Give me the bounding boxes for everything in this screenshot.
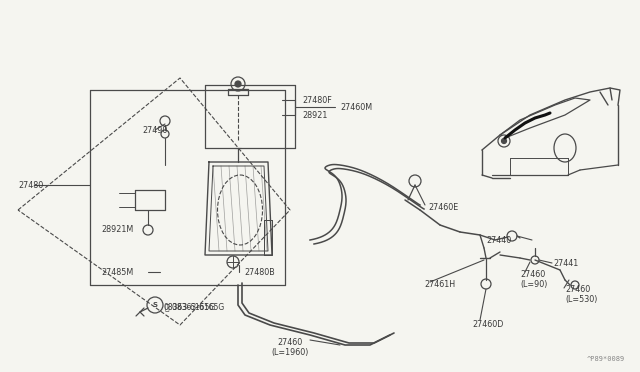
- Circle shape: [235, 81, 241, 87]
- Circle shape: [502, 138, 506, 144]
- Text: 27480F: 27480F: [302, 96, 332, 105]
- Text: 27460
(L=530): 27460 (L=530): [565, 285, 597, 304]
- Text: 27461H: 27461H: [424, 280, 455, 289]
- Text: 27440: 27440: [486, 236, 511, 245]
- Text: 27460D: 27460D: [472, 320, 504, 329]
- Text: ^P89*0089: ^P89*0089: [587, 356, 625, 362]
- Text: 27460E: 27460E: [428, 203, 458, 212]
- Text: 08363-6165G: 08363-6165G: [163, 304, 215, 312]
- Text: 27485M: 27485M: [101, 268, 133, 277]
- Text: 27460
(L=90): 27460 (L=90): [520, 270, 547, 289]
- Text: 28921: 28921: [302, 111, 328, 120]
- Text: 28921M: 28921M: [101, 225, 133, 234]
- Text: 27460M: 27460M: [340, 103, 372, 112]
- Bar: [264, 220, 272, 255]
- Text: 27480B: 27480B: [244, 268, 275, 277]
- Text: 27480: 27480: [18, 181, 44, 190]
- Text: 27460
(L=1960): 27460 (L=1960): [271, 338, 308, 357]
- Text: 27441: 27441: [553, 259, 579, 268]
- Text: Ⓢ 08363-6165G: Ⓢ 08363-6165G: [165, 302, 224, 311]
- Text: 27490: 27490: [142, 126, 168, 135]
- Text: S: S: [152, 302, 157, 308]
